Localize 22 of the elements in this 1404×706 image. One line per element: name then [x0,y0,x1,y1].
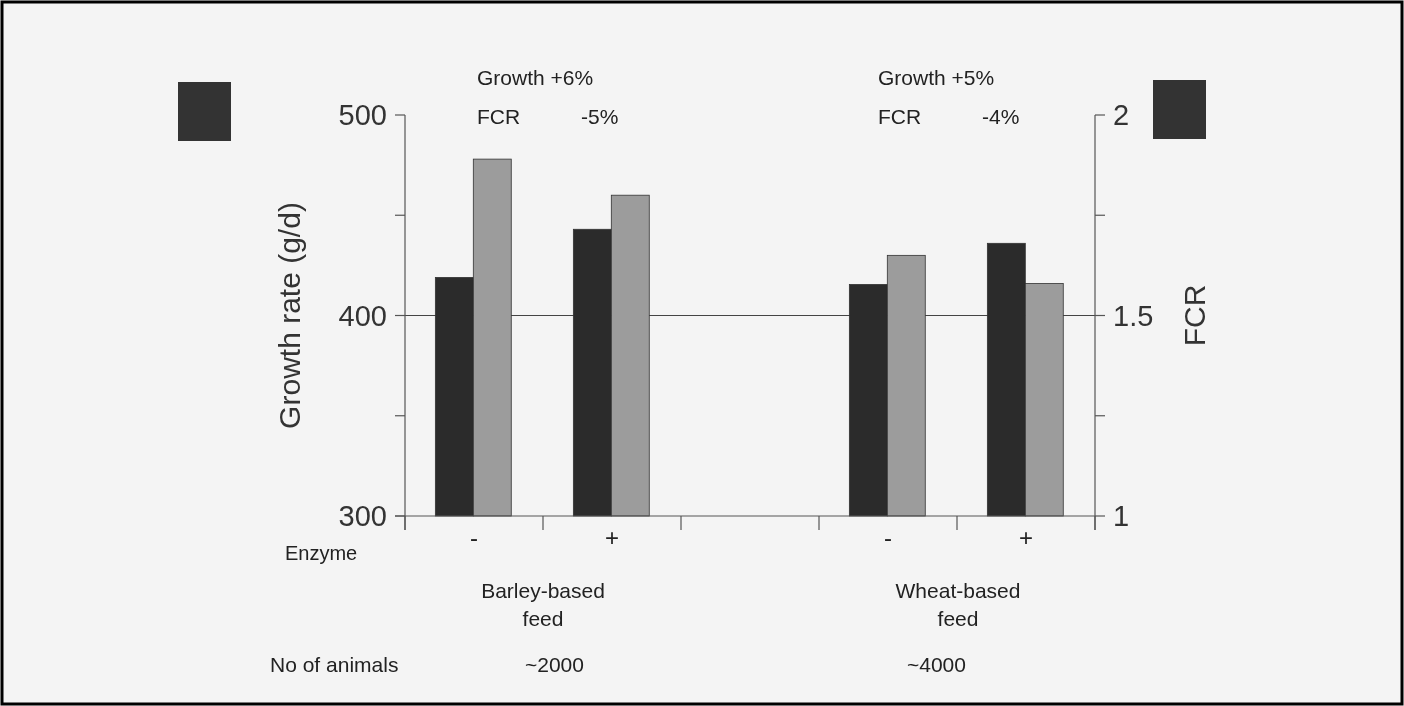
y-axis-title: Growth rate (g/d) [273,202,306,429]
text: Growth +5% [878,66,995,89]
annotation: FCR -5% [477,105,619,128]
annotation: FCR -4% [878,105,1020,128]
x-tick-label: - [470,524,478,551]
text: Wheat-based feed [895,579,1021,630]
text: No of animals [270,653,399,676]
text: ~4000 [907,653,966,676]
x-tick-label: - [884,524,892,551]
y-tick-label: 400 [338,299,387,332]
x-tick-label: + [1018,524,1034,551]
y2-axis-title: FCR [1178,284,1211,347]
text: Barley-based feed [481,579,605,630]
text: Growth +6% [477,66,594,89]
y2-tick-label: 1 [1113,500,1130,533]
text: ~2000 [525,653,584,676]
y-tick-label: 500 [338,99,387,132]
y-tick-label: 300 [338,500,387,533]
x-tick-label: + [604,524,620,551]
x-axis-title: Enzyme [285,542,358,564]
y2-tick-label: 2 [1113,99,1130,132]
y2-tick-label: 1.5 [1113,299,1154,332]
